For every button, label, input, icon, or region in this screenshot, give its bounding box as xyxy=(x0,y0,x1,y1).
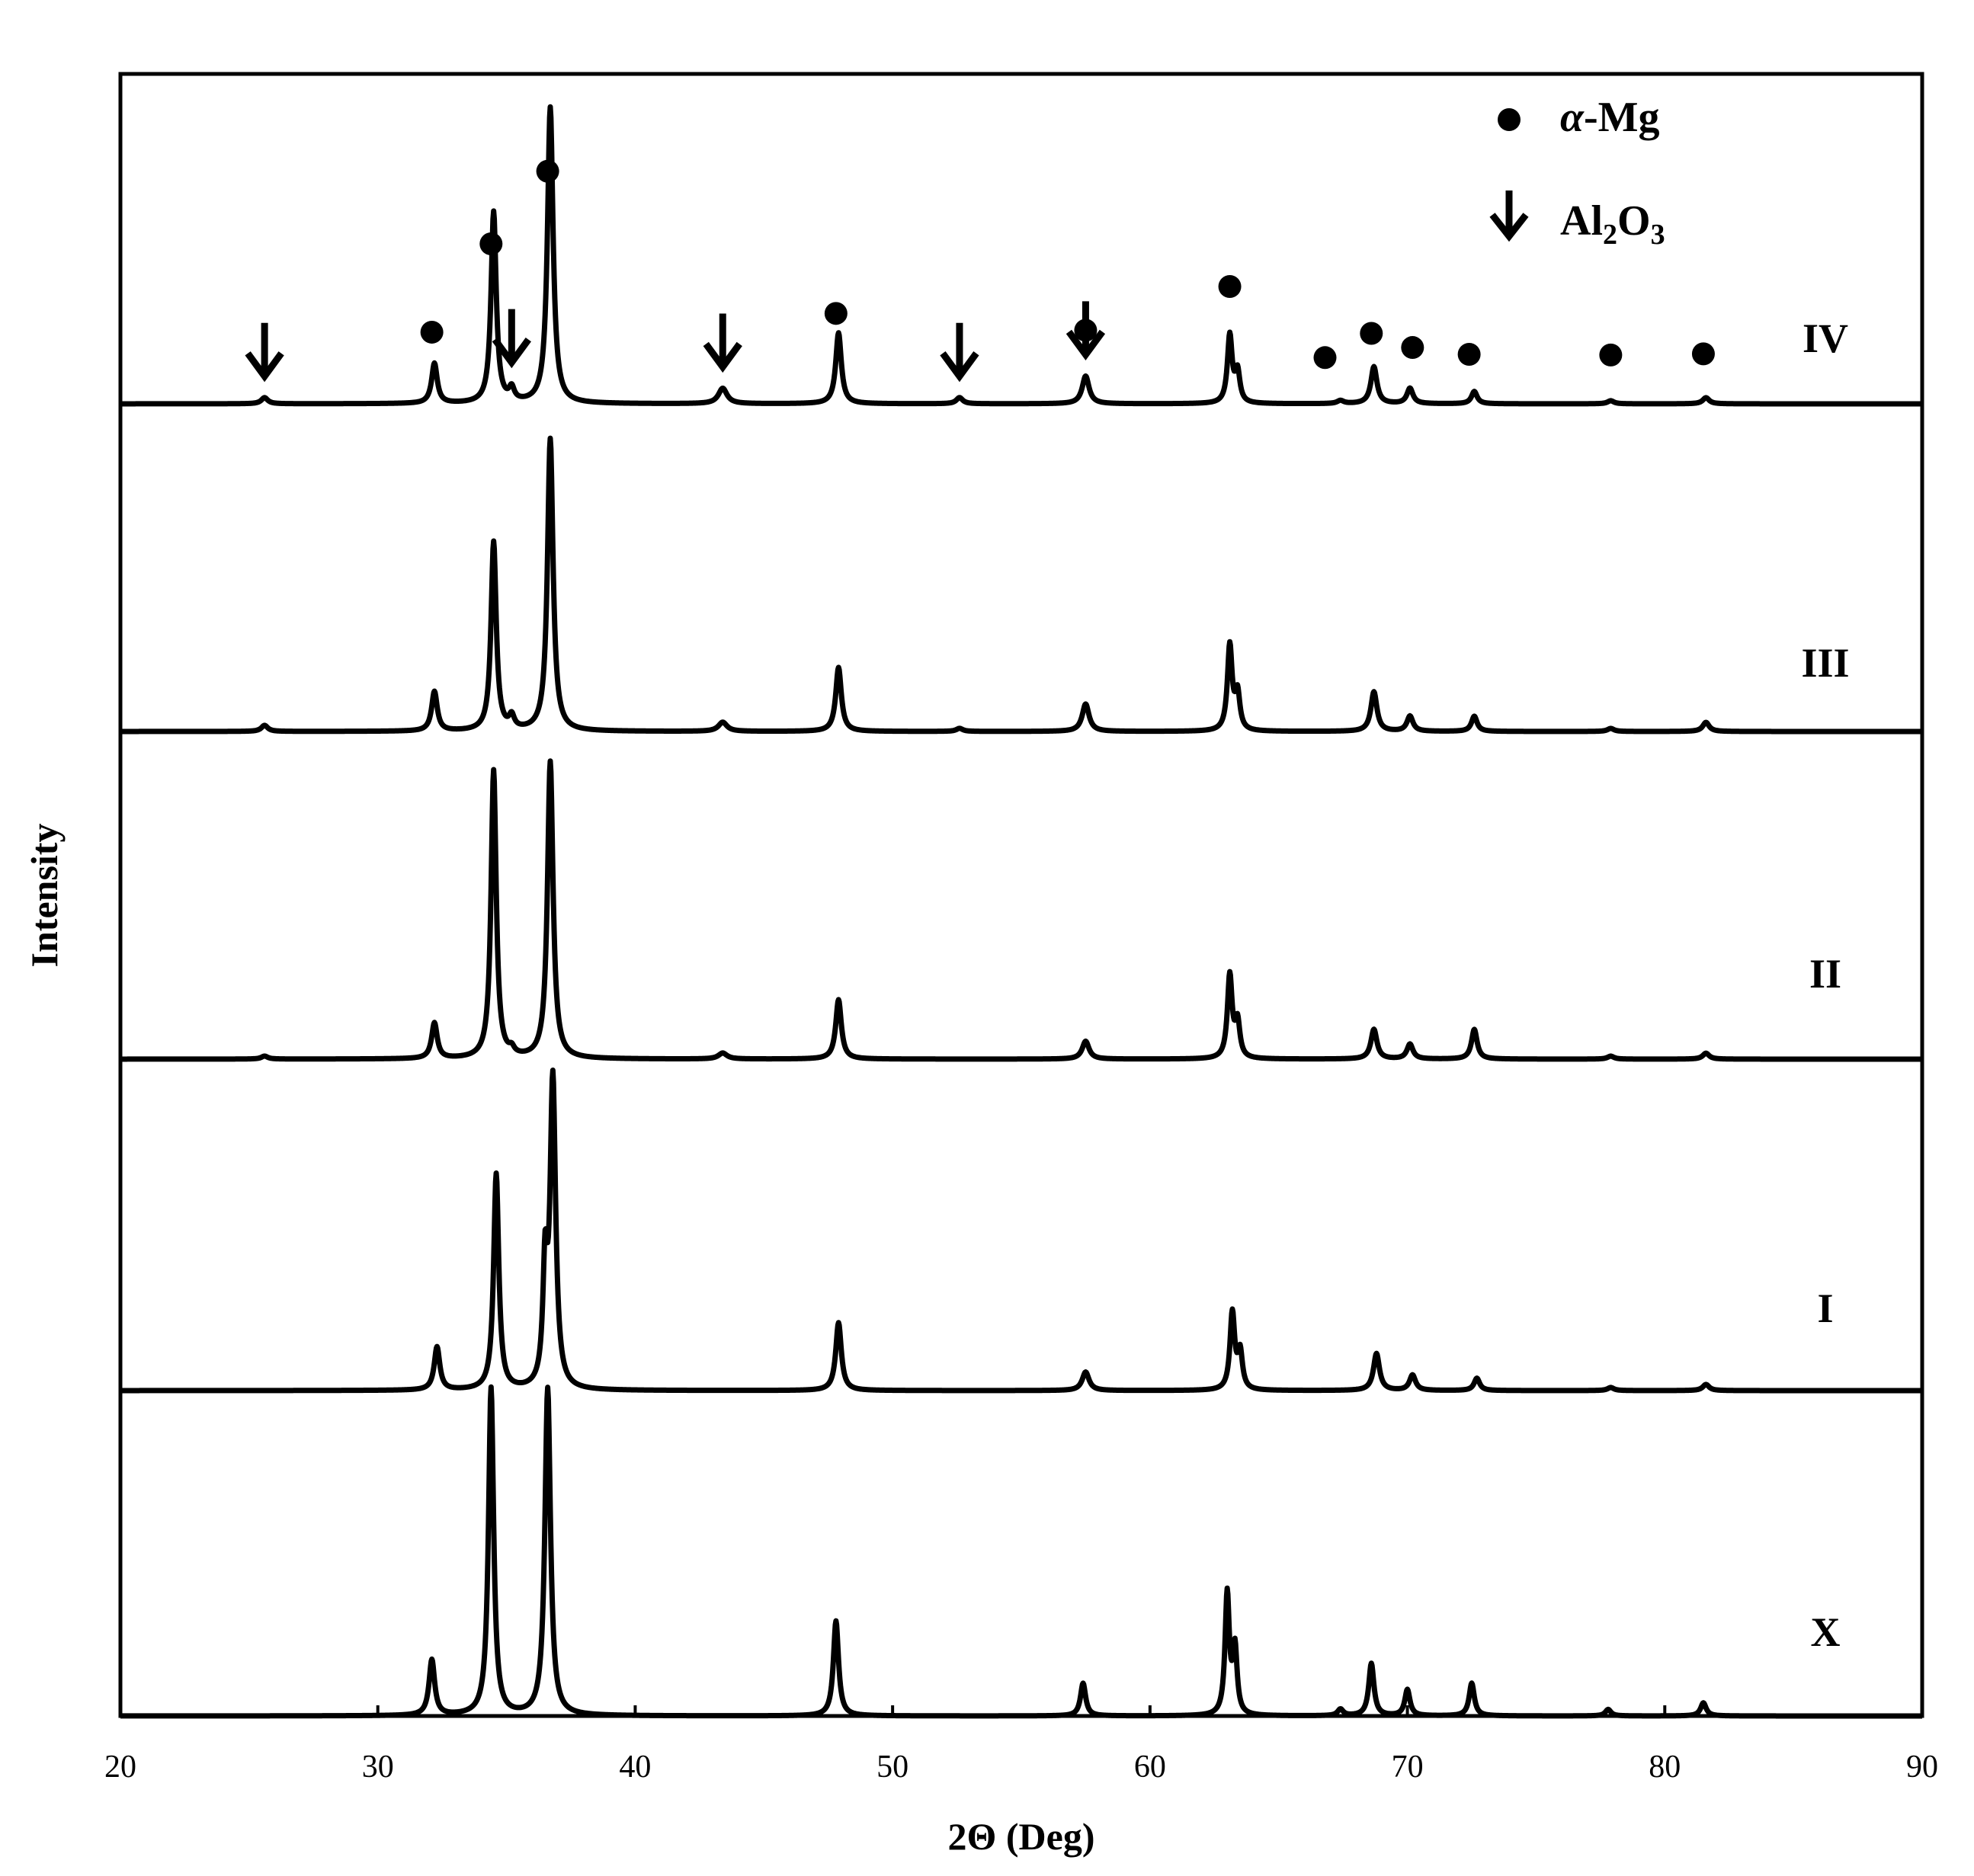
plot-frame xyxy=(118,72,1924,1718)
x-axis-ticks: 20 30 40 50 60 70 80 90 xyxy=(104,1705,1938,1785)
alpha-mg-dot-icon xyxy=(1457,343,1481,367)
x-tick-label: 60 xyxy=(1134,1750,1166,1785)
series-line-III xyxy=(118,435,1924,735)
legend-mg-label: α-Mg xyxy=(1560,94,1660,141)
alpha-mg-dot-icon xyxy=(1360,322,1383,345)
series-line-X xyxy=(118,1384,1924,1719)
legend-al2o3-label: Al2O3 xyxy=(1560,197,1665,251)
legend-al2o3-arrow-icon xyxy=(1489,190,1529,242)
alpha-mg-dot-icon xyxy=(1599,343,1623,367)
x-tick-label: 40 xyxy=(619,1750,651,1785)
traces-layer xyxy=(118,104,1924,1719)
alpha-mg-dot-icon xyxy=(1313,346,1337,370)
phase-markers-layer xyxy=(245,159,1715,383)
alpha-mg-dot-icon xyxy=(824,302,848,325)
alpha-mg-dot-icon xyxy=(1691,342,1715,366)
series-label-I: I xyxy=(1817,1285,1833,1331)
al2o3-arrow-icon xyxy=(492,309,531,369)
x-tick-label: 80 xyxy=(1649,1750,1681,1785)
alpha-mg-dot-icon xyxy=(1218,274,1242,298)
x-tick-label: 70 xyxy=(1392,1750,1424,1785)
series-label-IV: IV xyxy=(1803,315,1848,361)
alpha-mg-dot-icon xyxy=(1401,336,1424,360)
alpha-mg-dot-icon xyxy=(479,232,503,256)
x-tick-label: 50 xyxy=(876,1750,908,1785)
alpha-mg-dot-icon xyxy=(420,320,444,344)
series-line-I xyxy=(118,1068,1924,1394)
al2o3-arrow-icon xyxy=(1066,301,1106,361)
x-tick-label: 30 xyxy=(362,1750,394,1785)
al2o3-arrow-icon xyxy=(703,313,742,373)
x-tick-label: 90 xyxy=(1906,1750,1938,1785)
x-axis-title: 2Θ (Deg) xyxy=(948,1815,1095,1858)
x-tick-label: 20 xyxy=(104,1750,136,1785)
series-line-II xyxy=(118,758,1924,1062)
series-label-II: II xyxy=(1809,951,1841,997)
legend-mg-dot-icon xyxy=(1498,108,1521,131)
al2o3-arrow-icon xyxy=(245,322,284,383)
alpha-mg-dot-icon xyxy=(536,159,559,183)
legend: α-Mg Al2O3 xyxy=(1489,94,1665,251)
series-label-X: X xyxy=(1811,1609,1841,1655)
series-line-IV xyxy=(118,104,1924,407)
y-axis-title: Intensity xyxy=(23,824,66,968)
series-label-III: III xyxy=(1801,640,1849,686)
al2o3-arrow-icon xyxy=(940,322,979,383)
